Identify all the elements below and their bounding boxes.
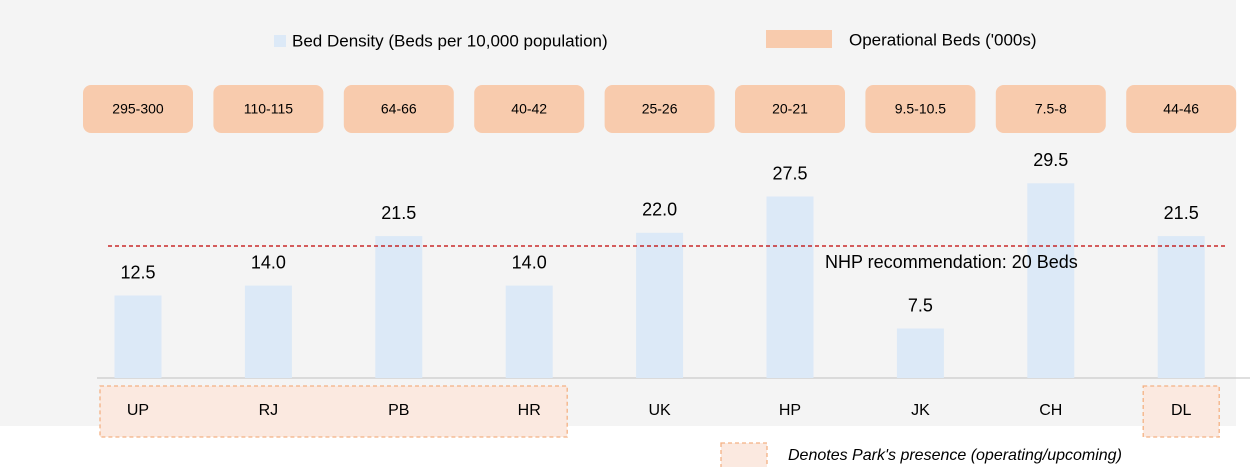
legend-swatch-park [720, 442, 768, 467]
reference-line-label: NHP recommendation: 20 Beds [825, 252, 1078, 272]
operational-beds-label: 20-21 [772, 101, 808, 117]
value-label: 22.0 [642, 200, 677, 220]
x-tick-label: RJ [259, 402, 279, 419]
operational-beds-box [995, 85, 1106, 133]
bar [505, 285, 553, 378]
legend-label-beds: Operational Beds ('000s) [849, 30, 1037, 49]
operational-beds-box [213, 85, 324, 133]
x-tick-label: HP [779, 402, 801, 419]
bar [896, 328, 944, 378]
operational-beds-box [1126, 85, 1237, 133]
x-tick-label: UP [127, 402, 149, 419]
operational-beds-label: 295-300 [112, 101, 164, 117]
operational-beds-label: 44-46 [1163, 101, 1199, 117]
legend-label-park: Denotes Park's presence (operating/upcom… [788, 447, 1122, 464]
operational-beds-box [474, 85, 585, 133]
operational-beds-box [865, 85, 976, 133]
operational-beds-box [735, 85, 845, 133]
operational-beds-box [604, 85, 715, 133]
bar [766, 196, 814, 378]
operational-beds-label: 40-42 [511, 101, 547, 117]
x-tick-label: UK [648, 402, 671, 419]
value-label: 21.5 [1164, 203, 1199, 223]
bar [1027, 183, 1075, 378]
bar [244, 285, 292, 378]
legend-swatch-beds [766, 30, 832, 48]
x-tick-label: HR [518, 402, 541, 419]
park-presence-box [99, 385, 568, 438]
x-tick-label: JK [911, 402, 930, 419]
value-label: 21.5 [381, 203, 416, 223]
value-label: 7.5 [908, 295, 933, 315]
bar [114, 295, 162, 378]
value-label: 14.0 [251, 252, 286, 272]
operational-beds-label: 7.5-8 [1035, 101, 1067, 117]
x-tick-label: DL [1171, 402, 1192, 419]
legend-label-density: Bed Density (Beds per 10,000 population) [292, 31, 608, 50]
operational-beds-label: 25-26 [642, 101, 678, 117]
value-label: 12.5 [120, 262, 155, 282]
bar [1157, 236, 1205, 378]
operational-beds-label: 9.5-10.5 [895, 101, 947, 117]
legend-swatch-density [274, 35, 286, 47]
value-label: 29.5 [1033, 150, 1068, 170]
park-presence-box [1142, 385, 1220, 438]
x-tick-label: CH [1039, 402, 1062, 419]
operational-beds-box [343, 85, 454, 133]
bar [636, 232, 684, 378]
operational-beds-label: 110-115 [244, 101, 294, 117]
bar [375, 236, 423, 378]
operational-beds-box [83, 85, 193, 133]
value-label: 14.0 [512, 252, 547, 272]
x-tick-label: PB [388, 402, 409, 419]
operational-beds-label: 64-66 [381, 101, 417, 117]
value-label: 27.5 [772, 163, 807, 183]
